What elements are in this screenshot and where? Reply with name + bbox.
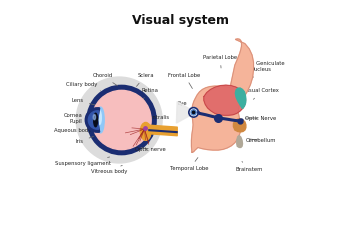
Circle shape: [89, 88, 154, 152]
Circle shape: [92, 90, 151, 150]
Ellipse shape: [94, 113, 98, 127]
Polygon shape: [235, 88, 246, 108]
Text: Brainstem: Brainstem: [235, 162, 263, 172]
Text: Eye: Eye: [177, 101, 190, 113]
Text: Lens: Lens: [72, 98, 96, 105]
Text: Cornea: Cornea: [64, 113, 89, 118]
Circle shape: [192, 111, 195, 114]
Text: Fovea centralis: Fovea centralis: [129, 115, 169, 120]
Text: Optic Nerve: Optic Nerve: [245, 116, 276, 120]
Text: Optic nerve: Optic nerve: [135, 147, 166, 152]
Ellipse shape: [97, 107, 104, 133]
Text: Visual Cortex: Visual Cortex: [244, 88, 279, 99]
Wedge shape: [85, 108, 100, 132]
Text: Visual system: Visual system: [131, 14, 229, 27]
Polygon shape: [176, 102, 193, 123]
Polygon shape: [192, 39, 253, 152]
Text: Sclera: Sclera: [136, 73, 154, 86]
Text: Vitreous body: Vitreous body: [91, 165, 128, 174]
Circle shape: [191, 110, 196, 115]
Ellipse shape: [140, 122, 151, 140]
Text: Pupil: Pupil: [69, 120, 91, 124]
Ellipse shape: [93, 114, 96, 120]
Circle shape: [76, 77, 162, 163]
Circle shape: [189, 108, 198, 117]
Text: Suspensory ligament: Suspensory ligament: [55, 157, 111, 166]
Polygon shape: [237, 136, 243, 147]
Ellipse shape: [98, 111, 101, 124]
Wedge shape: [88, 111, 99, 129]
Text: Iris: Iris: [76, 137, 93, 144]
Text: Aqueous body: Aqueous body: [54, 127, 96, 132]
Text: Choroid: Choroid: [92, 73, 118, 86]
Polygon shape: [204, 85, 246, 115]
Text: Lateral Geniculate
Nucleus: Lateral Geniculate Nucleus: [236, 61, 285, 85]
Text: Parietal Lobe: Parietal Lobe: [203, 55, 237, 68]
Text: Retina: Retina: [142, 88, 159, 100]
Text: Frontal Lobe: Frontal Lobe: [168, 73, 201, 89]
Polygon shape: [233, 119, 246, 132]
Text: Ciliary body: Ciliary body: [67, 82, 100, 91]
Text: Temporal Lobe: Temporal Lobe: [170, 157, 209, 171]
Text: Cerebellum: Cerebellum: [246, 138, 276, 143]
Text: Optic disc: Optic disc: [131, 128, 161, 133]
